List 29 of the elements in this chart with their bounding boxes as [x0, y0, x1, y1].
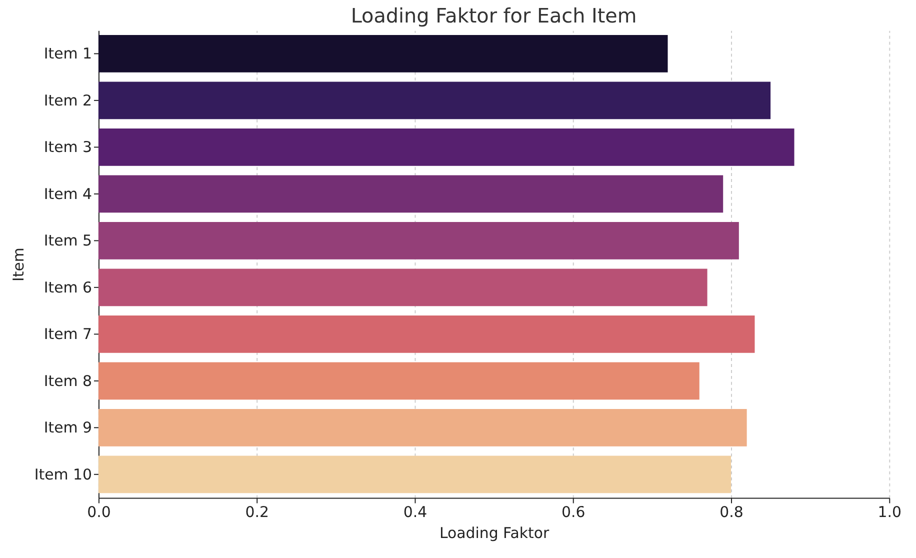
- x-tick-label: 0.4: [403, 503, 428, 522]
- y-tick-label: Item 10: [34, 465, 92, 484]
- y-tick-label: Item 8: [44, 372, 92, 390]
- y-tick-label: Item 3: [44, 138, 92, 156]
- bar: [98, 408, 747, 446]
- x-tick-label: 0.6: [562, 503, 586, 522]
- bar: [98, 456, 732, 494]
- bar: [98, 82, 771, 120]
- y-axis-title: Item: [9, 248, 28, 282]
- x-tick-label: 0.2: [245, 503, 269, 522]
- x-axis-title: Loading Faktor: [439, 524, 550, 542]
- bar: [98, 222, 739, 260]
- bar: [98, 128, 794, 166]
- bar: [98, 315, 755, 353]
- bar: [98, 35, 668, 72]
- x-tick-label: 0.0: [87, 503, 111, 522]
- y-tick-label: Item 2: [44, 91, 92, 110]
- y-tick-label: Item 5: [44, 232, 92, 250]
- y-tick-label: Item 4: [44, 184, 92, 203]
- y-tick-label: Item 6: [44, 278, 92, 296]
- bar: [98, 362, 700, 400]
- y-tick-label: Item 1: [44, 44, 92, 63]
- x-tick-label: 1.0: [878, 503, 902, 522]
- chart-title: Loading Faktor for Each Item: [350, 4, 637, 28]
- bar: [98, 175, 724, 213]
- bar: [98, 268, 708, 306]
- x-tick-label: 0.8: [720, 503, 744, 522]
- y-tick-label: Item 7: [44, 325, 92, 344]
- y-tick-label: Item 9: [44, 418, 92, 437]
